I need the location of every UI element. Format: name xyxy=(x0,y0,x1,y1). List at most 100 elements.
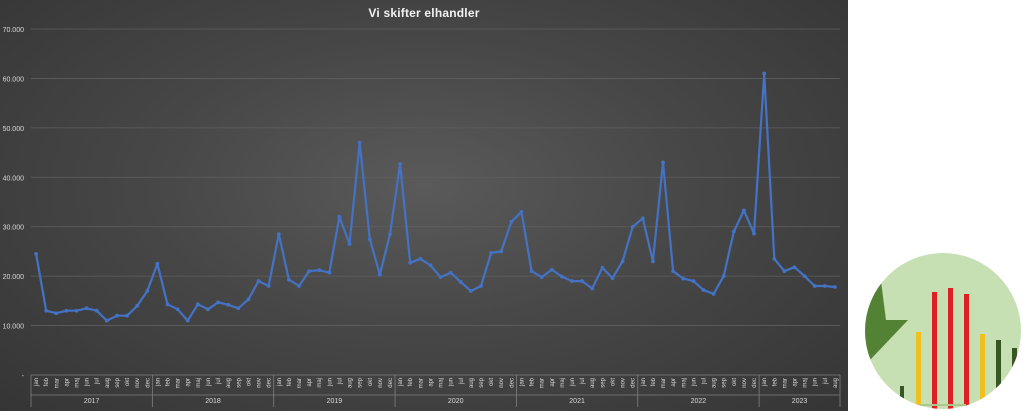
x-tick-label: apr xyxy=(307,378,313,387)
data-point xyxy=(317,268,322,273)
data-point xyxy=(54,311,59,316)
data-point xyxy=(297,284,301,288)
x-tick-label: apr xyxy=(64,378,70,387)
data-point xyxy=(549,267,554,272)
data-point xyxy=(539,275,544,280)
x-tick-label: jul xyxy=(823,378,829,385)
y-tick-label: 70.000 xyxy=(3,27,25,34)
data-point xyxy=(812,284,817,288)
data-point xyxy=(640,216,645,221)
x-tick-label: jun xyxy=(327,378,333,387)
x-tick-label: okt xyxy=(489,378,495,386)
x-tick-label: jul xyxy=(337,378,343,385)
series-line xyxy=(35,72,836,322)
x-tick-label: feb xyxy=(166,377,172,386)
x-tick-label: sep xyxy=(115,377,121,387)
x-tick-label: feb xyxy=(651,377,657,386)
x-tick-label: jan xyxy=(398,378,404,387)
x-tick-label: jul xyxy=(95,378,101,385)
x-tick-label: sep xyxy=(358,377,364,387)
x-tick-label: mar xyxy=(540,378,546,388)
data-point xyxy=(347,242,352,246)
x-tick-label: jan xyxy=(762,378,768,387)
data-point xyxy=(357,140,362,145)
data-point xyxy=(64,308,69,313)
y-tick-label: 60.000 xyxy=(3,76,25,83)
x-tick-label: apr xyxy=(792,378,798,387)
data-point xyxy=(104,318,109,323)
data-point xyxy=(742,208,746,213)
x-tick-label: okt xyxy=(125,378,131,386)
x-tick-label: dec xyxy=(145,378,151,388)
data-point xyxy=(377,272,382,277)
x-tick-label: jun xyxy=(570,378,576,387)
x-tick-label: maj xyxy=(803,378,809,388)
x-tick-label: dec xyxy=(752,378,758,388)
data-point xyxy=(418,256,423,261)
data-point xyxy=(175,307,180,312)
x-tick-label: feb xyxy=(772,377,778,386)
x-tick-label: jul xyxy=(580,378,586,385)
x-tick-label: aug xyxy=(226,378,232,388)
data-point xyxy=(600,265,605,270)
x-tick-label: jun xyxy=(691,378,697,387)
x-tick-label: dec xyxy=(509,378,515,388)
data-point xyxy=(580,279,585,283)
year-label: 2020 xyxy=(448,398,464,405)
data-point xyxy=(630,224,635,229)
x-tick-label: sep xyxy=(600,377,606,387)
data-point xyxy=(135,303,140,308)
x-tick-label: mar xyxy=(661,378,667,388)
x-tick-label: maj xyxy=(439,378,445,388)
data-point xyxy=(721,274,726,279)
data-point xyxy=(327,270,332,275)
data-point xyxy=(519,209,524,214)
x-tick-label: dec xyxy=(267,378,273,388)
x-tick-label: aug xyxy=(348,378,354,388)
data-point xyxy=(671,269,676,274)
x-tick-label: feb xyxy=(287,377,293,386)
x-tick-label: apr xyxy=(186,378,192,387)
x-tick-label: mar xyxy=(54,378,60,388)
data-point xyxy=(236,306,241,311)
year-label: 2021 xyxy=(569,398,585,405)
line-chart: - 10.000 20.000 30.000 40.000 50.000 60.000 70.… xyxy=(3,27,841,407)
x-tick-label: jun xyxy=(449,378,455,387)
x-tick-label: mar xyxy=(297,378,303,388)
x-tick-label: feb xyxy=(408,377,414,386)
x-tick-label: nov xyxy=(621,378,627,388)
x-tick-label: sep xyxy=(479,377,485,387)
x-tick-label: aug xyxy=(590,378,596,388)
data-point xyxy=(833,285,837,289)
data-point xyxy=(509,219,514,224)
x-tick-label: aug xyxy=(712,378,718,388)
data-point xyxy=(216,300,220,305)
data-point xyxy=(367,237,372,241)
data-point xyxy=(226,302,231,307)
x-tick-label: sep xyxy=(236,377,242,387)
data-point xyxy=(246,297,251,302)
data-point xyxy=(479,284,483,288)
data-point xyxy=(125,313,129,318)
x-tick-label: jan xyxy=(519,378,525,387)
x-tick-label: mar xyxy=(782,378,788,388)
x-tick-label: okt xyxy=(368,378,374,386)
year-label: 2019 xyxy=(327,398,343,405)
data-point xyxy=(610,276,615,281)
x-tick-label: nov xyxy=(378,378,384,388)
data-point xyxy=(94,308,99,313)
y-tick-label: 20.000 xyxy=(3,274,25,281)
data-point xyxy=(84,306,89,311)
data-point xyxy=(448,270,453,275)
year-label: 2022 xyxy=(691,398,707,405)
data-point xyxy=(256,279,261,283)
y-tick-label: 40.000 xyxy=(3,175,25,182)
data-point xyxy=(661,160,665,165)
x-tick-label: jun xyxy=(813,378,819,387)
data-point xyxy=(752,231,756,236)
data-point xyxy=(458,280,463,284)
data-point xyxy=(74,308,79,313)
data-point xyxy=(408,260,413,265)
data-point xyxy=(620,259,625,264)
data-point xyxy=(560,274,564,279)
